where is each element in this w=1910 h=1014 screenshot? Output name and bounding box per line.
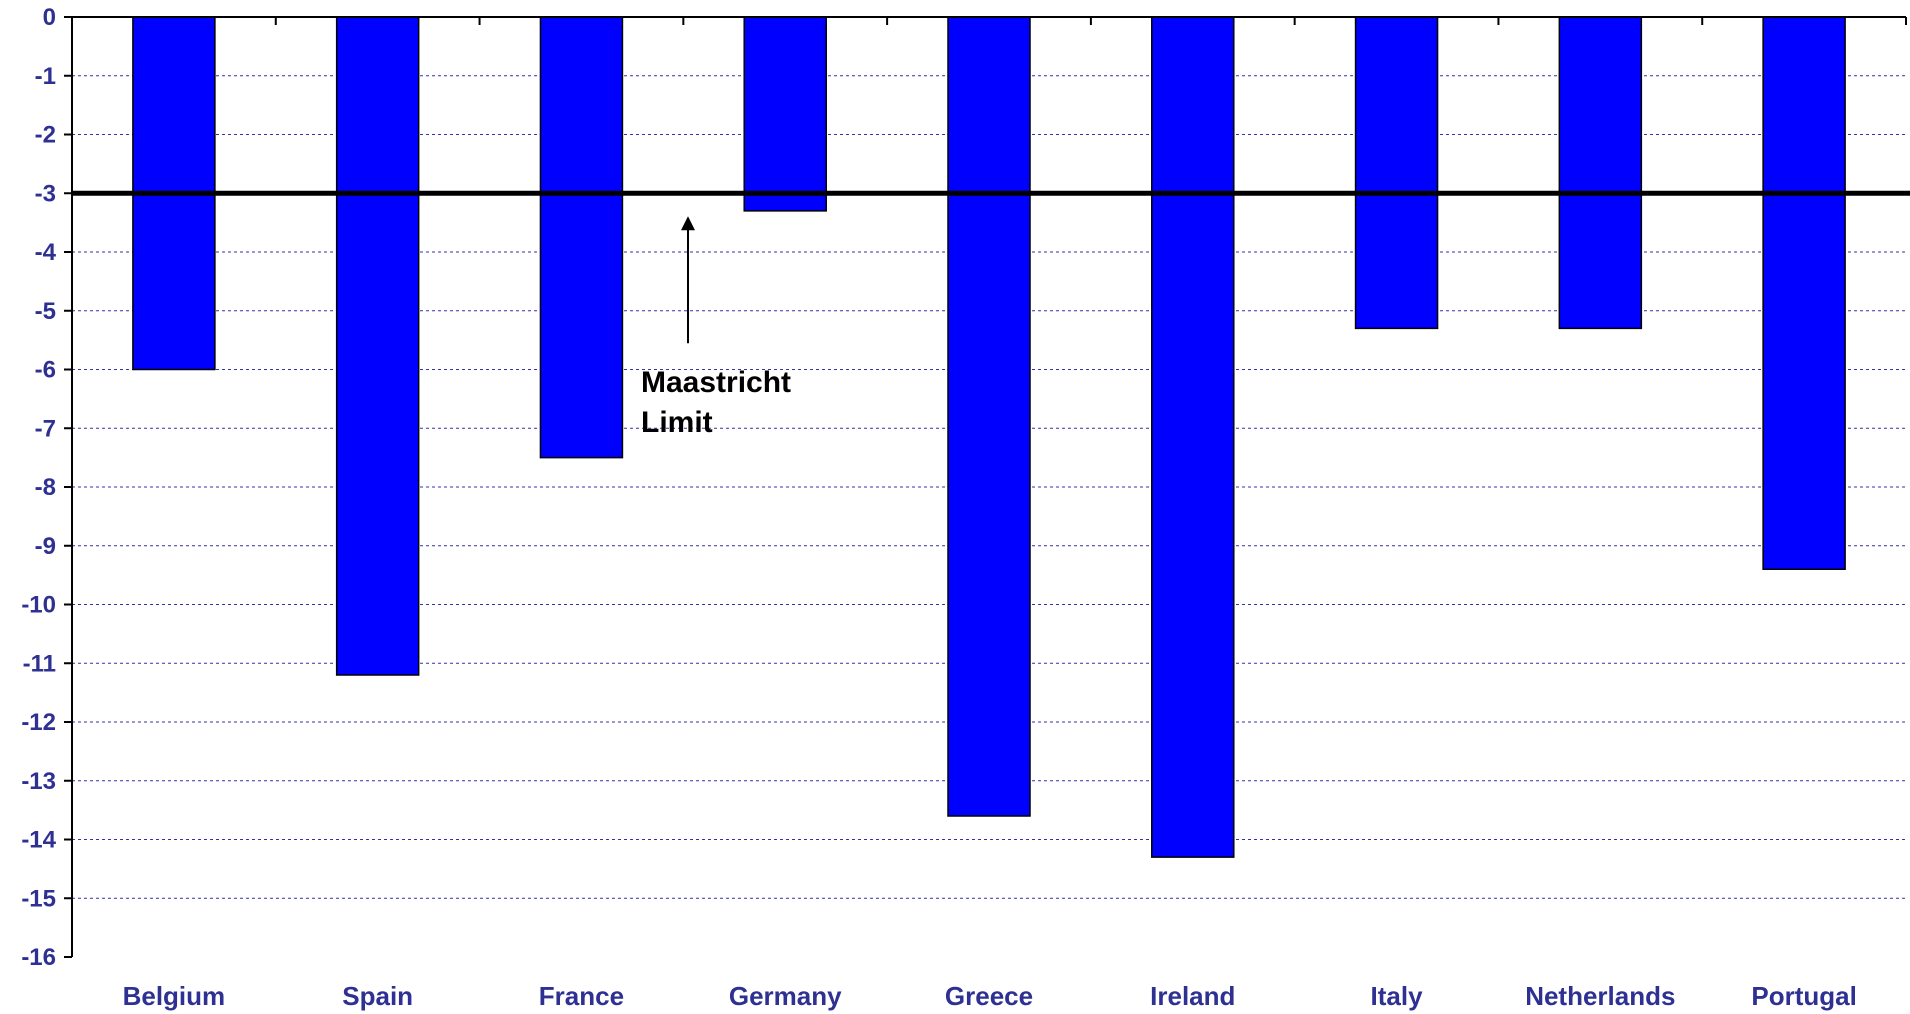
y-tick-label: 0 (43, 4, 56, 31)
bar-italy (1354, 16, 1439, 330)
y-tick-label: -8 (35, 474, 56, 501)
y-tick-label: -7 (35, 415, 56, 442)
bar-netherlands (1558, 16, 1643, 330)
y-tick-label: -9 (35, 533, 56, 560)
y-tick-label: -15 (21, 885, 56, 912)
x-tick-label: Portugal (1751, 981, 1856, 1011)
y-tick-label: -11 (23, 650, 56, 677)
y-tick-label: -14 (21, 827, 56, 854)
x-tick-label: Italy (1371, 981, 1424, 1011)
y-tick-label: -6 (35, 357, 56, 384)
y-tick-label: -5 (35, 298, 56, 325)
y-tick-label: -4 (35, 239, 57, 266)
x-tick-label: Germany (729, 981, 842, 1011)
y-tick-label: -3 (35, 180, 56, 207)
x-tick-label: Greece (945, 981, 1033, 1011)
y-tick-label: -2 (35, 122, 56, 149)
bar-ireland (1151, 16, 1235, 858)
bar-france (539, 16, 624, 459)
x-tick-label: France (539, 981, 624, 1011)
annotation-text-line2: Limit (641, 406, 713, 439)
y-tick-label: -12 (21, 709, 56, 736)
x-tick-label: Belgium (123, 981, 226, 1011)
maastricht-annotation: Maastricht Limit (641, 216, 791, 439)
y-axis-ticks: 0 -1 -2 -3 -4 -5 -6 -7 -8 -9 -10 -11 -12 -13 -14 -15 -16 (21, 4, 72, 971)
x-tick-label: Spain (342, 981, 413, 1011)
annotation-arrowhead (681, 216, 695, 231)
bar-portugal (1762, 16, 1846, 570)
x-tick-label: Ireland (1150, 981, 1235, 1011)
bar-germany (743, 16, 827, 212)
y-tick-label: -1 (35, 63, 56, 90)
annotation-text-line1: Maastricht (641, 366, 791, 399)
x-tick-label: Netherlands (1525, 981, 1675, 1011)
bars (132, 16, 1846, 858)
y-tick-label: -13 (21, 768, 56, 795)
x-axis-ticks: Belgium Spain France Germany Greece Ireland It… (71, 17, 1907, 1011)
y-tick-label: -10 (21, 592, 56, 619)
bar-greece (947, 16, 1031, 817)
bar-spain (335, 16, 420, 676)
y-tick-label: -16 (21, 944, 56, 971)
